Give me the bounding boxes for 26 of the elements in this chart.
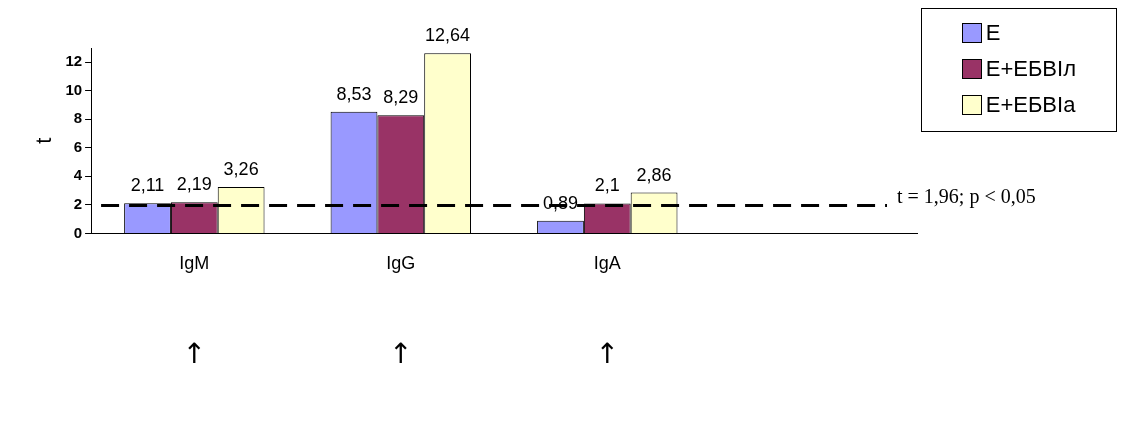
legend-label: Е+ЕБВІл <box>985 56 1076 82</box>
data-label: 2,1 <box>594 175 620 196</box>
data-label: 8,29 <box>383 87 419 108</box>
data-label: 2,11 <box>130 175 165 196</box>
y-tick-label: 12 <box>65 52 83 70</box>
text: ↑ <box>595 337 620 371</box>
legend-label: Е+ЕБВІа <box>985 92 1076 118</box>
text: ↑ <box>182 337 207 371</box>
data-label: 3,26 <box>223 158 259 179</box>
data-label: 12,64 <box>425 25 471 46</box>
y-tick-label: 10 <box>65 80 83 98</box>
x-tick-label: IgG <box>386 253 416 274</box>
data-label: 2,86 <box>636 164 672 185</box>
x-tick-label: IgM <box>179 253 210 274</box>
y-tick-label: 0 <box>73 223 83 241</box>
y-tick-label: 6 <box>73 137 83 155</box>
legend-label: Е <box>985 20 1001 46</box>
text: ↑ <box>389 337 413 371</box>
y-tick-label: 8 <box>73 109 83 127</box>
ref-line-label: t = 1,96; p < 0,05 <box>897 184 1036 208</box>
data-label: 8,53 <box>336 83 372 104</box>
data-label: 2,19 <box>176 174 212 195</box>
y-tick-label: 4 <box>73 166 83 184</box>
x-tick-label: IgA <box>593 253 621 274</box>
y-tick-label: 2 <box>73 195 83 213</box>
y-axis-title: t <box>31 137 57 144</box>
